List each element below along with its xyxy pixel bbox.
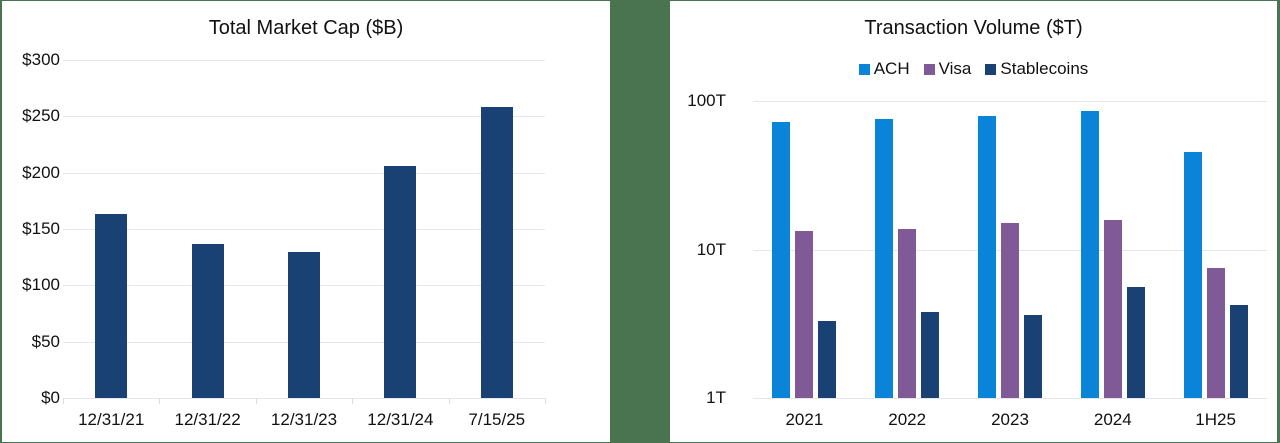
legend-item-ach: ACH [858,59,910,79]
x-tick-mark [545,398,546,404]
legend-item-visa: Visa [923,59,972,79]
stablecoins-bar [1229,305,1248,398]
chart-title: Total Market Cap ($B) [208,17,404,39]
legend-label: Visa [938,59,972,78]
y-tick-label: $100 [22,275,60,295]
visa-bar [1206,268,1225,398]
chart-legend: ACH Visa Stablecoins [670,59,1277,79]
gridline [753,398,1267,399]
market-cap-bar [191,243,224,398]
y-tick-label: $150 [22,219,60,238]
transaction-volume-chart-panel: Transaction Volume ($T) ACH Visa Stablec… [670,1,1277,442]
y-tick-label: 100T [687,91,726,110]
ach-bar [1183,152,1202,398]
market-cap-bar [95,214,128,398]
gridline [753,101,1267,102]
x-axis-label: 2023 [991,410,1029,429]
visa-bar [1103,219,1122,398]
x-axis-label: 12/31/23 [270,410,338,429]
x-axis-label: 12/31/24 [367,410,434,429]
x-axis-label: 2021 [785,410,824,429]
ach-bar [1080,110,1099,398]
market-cap-bar [288,251,320,398]
stablecoins-swatch-icon [985,63,997,75]
gridline [63,60,545,61]
x-axis-label: 12/31/21 [78,410,145,429]
x-axis-label: 12/31/22 [174,410,241,429]
ach-bar [772,122,791,398]
legend-label: ACH [873,59,910,78]
x-tick-mark [159,398,161,404]
market-cap-chart-panel: Total Market Cap ($B) $0 $50 $100 $150 $200 $… [2,1,610,442]
x-axis-label: 1H25 [1195,410,1236,429]
y-tick-label: 1T [706,388,726,407]
gridline [63,172,545,174]
stablecoins-bar [1024,315,1042,398]
gridline [63,398,545,399]
stablecoins-bar [1126,286,1145,398]
ach-bar [978,116,996,398]
visa-bar [1001,222,1019,398]
x-tick-mark [448,398,450,404]
y-tick-label: $300 [22,50,60,69]
stablecoins-bar [921,311,940,398]
gridline [63,229,545,230]
y-tick-label: $50 [31,331,60,351]
chart-title: Transaction Volume ($T) [864,17,1083,39]
ach-swatch-icon [858,63,870,75]
legend-label: Stablecoins [1000,59,1089,78]
ach-bar [875,118,894,398]
x-axis-label: 2024 [1093,410,1132,429]
x-axis-label: 7/15/25 [468,410,526,429]
y-tick-label: $250 [22,106,60,126]
legend-item-stablecoins: Stablecoins [985,59,1088,79]
visa-swatch-icon [923,63,935,75]
visa-bar [795,230,814,398]
y-tick-label: $0 [41,388,60,407]
market-cap-bar [480,107,513,398]
y-tick-label: $200 [22,162,60,182]
x-axis-label: 2022 [888,410,927,429]
stablecoins-bar [818,321,837,398]
x-tick-mark [63,398,64,404]
x-tick-mark [352,398,354,404]
y-tick-label: 10T [696,239,726,259]
gridline [63,116,545,118]
market-cap-bar [384,165,417,398]
visa-bar [898,228,917,398]
x-tick-mark [255,398,257,404]
